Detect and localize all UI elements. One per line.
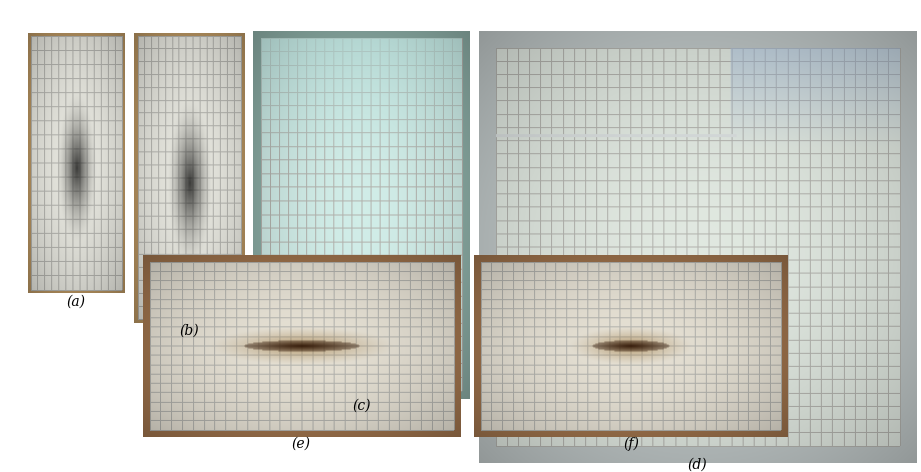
- Text: (c): (c): [352, 399, 371, 413]
- Text: (d): (d): [687, 458, 707, 472]
- Text: (f): (f): [623, 437, 639, 451]
- Text: (b): (b): [179, 323, 199, 337]
- Text: (a): (a): [66, 295, 86, 309]
- Text: (e): (e): [292, 437, 310, 451]
